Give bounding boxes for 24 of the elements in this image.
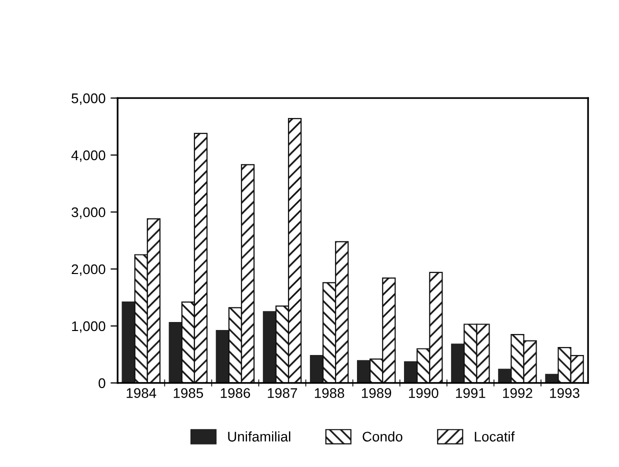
y-tick-label: 3,000 [72,207,106,219]
bar [451,344,465,383]
x-tick-label: 1986 [220,388,250,398]
x-tick-label: 1992 [503,388,532,398]
x-tick-label: 1989 [362,388,392,398]
y-tick-label: 4,000 [71,150,106,162]
y-tick-label: 5,000 [72,93,106,105]
legend-label: Unifamilial [228,431,290,442]
bar [216,330,230,383]
bar [168,322,182,383]
y-tick-label: 2,000 [72,264,106,276]
x-tick-label: 1988 [314,388,344,398]
y-tick-label: 0 [98,378,106,388]
x-tick-label: 1985 [174,388,204,398]
x-tick-label: 1990 [409,388,438,398]
bar [122,301,136,383]
x-tick-label: 1984 [126,388,156,398]
x-tick-label: 1993 [550,388,580,398]
bar [262,311,277,383]
y-tick-label: 1,000 [72,321,106,333]
x-tick-label: 1991 [456,388,486,398]
legend-label: Locatif [474,431,515,442]
x-tick-label: 1987 [268,388,298,398]
legend-label: Condo [362,431,402,442]
